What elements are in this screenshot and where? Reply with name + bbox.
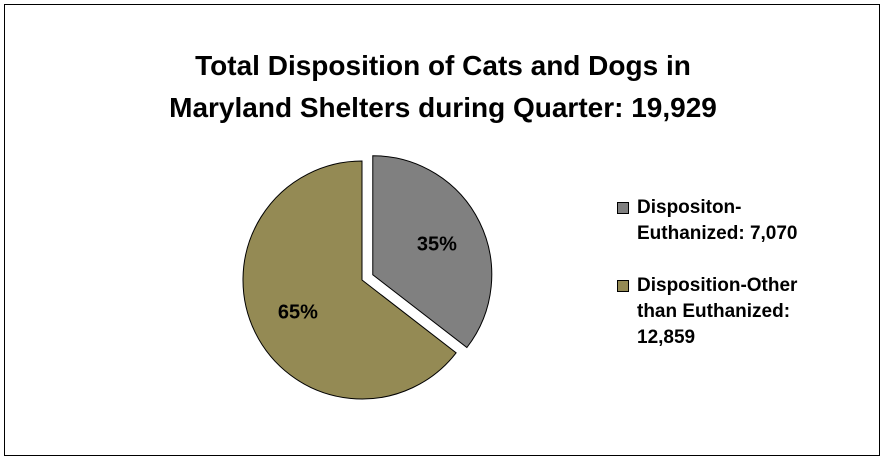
legend-label-other-line-2: than Euthanized: (637, 301, 791, 322)
legend-swatch-other (617, 280, 629, 292)
chart-title-line-2: Maryland Shelters during Quarter: 19,929 (169, 92, 717, 123)
legend: Dispositon- Euthanized: 7,070 Dispositio… (617, 195, 867, 377)
chart-frame: Total Disposition of Cats and Dogs in Ma… (4, 4, 880, 456)
pie-slice-other (242, 160, 457, 400)
pie-label-other: 65% (278, 301, 318, 323)
legend-label-euthanized-line-2: Euthanized: 7,070 (637, 223, 798, 244)
legend-swatch-euthanized (617, 202, 629, 214)
pie-chart: 35% 65% (242, 155, 493, 400)
legend-label-other-line-3: 12,859 (637, 327, 696, 348)
pie-slice-euthanized (372, 155, 493, 349)
pie-label-euthanized: 35% (417, 233, 457, 255)
legend-label-euthanized-line-1: Dispositon- (637, 197, 742, 218)
legend-item-other: Disposition-Other than Euthanized: 12,85… (617, 273, 867, 351)
chart-title-line-1: Total Disposition of Cats and Dogs in (195, 50, 691, 81)
legend-item-euthanized: Dispositon- Euthanized: 7,070 (617, 195, 867, 247)
chart-title: Total Disposition of Cats and Dogs in Ma… (5, 45, 881, 129)
legend-label-other-line-1: Disposition-Other (637, 275, 798, 296)
